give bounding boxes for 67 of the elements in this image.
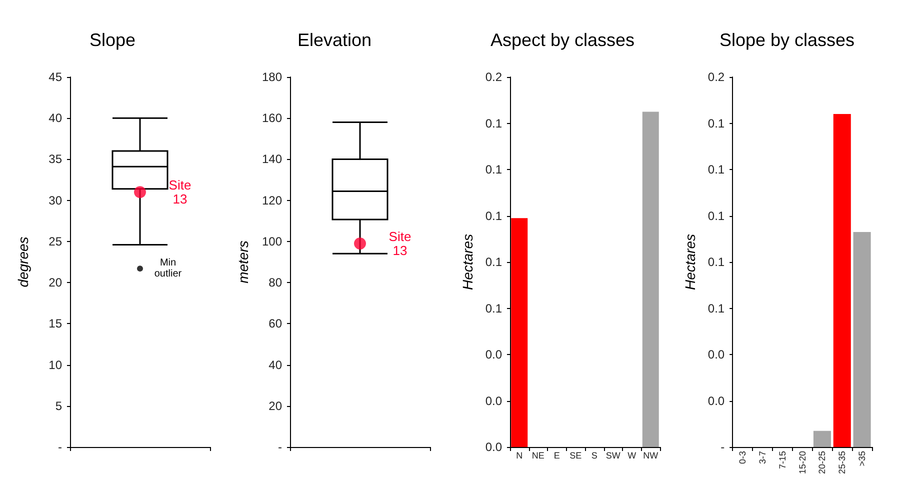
x-tick-label: SE bbox=[570, 450, 582, 460]
y-axis-title: Hectares bbox=[459, 234, 476, 290]
y-tick-label: 20 bbox=[48, 276, 62, 290]
y-tick-label: 120 bbox=[262, 193, 282, 208]
y-tick-label: 180 bbox=[262, 70, 282, 84]
chart-title: Elevation bbox=[297, 30, 372, 50]
y-axis-title: meters bbox=[235, 240, 251, 284]
y-tick-label: 0.0 bbox=[708, 348, 725, 362]
x-tick-label: N bbox=[516, 450, 523, 460]
annotation: Min outlier bbox=[154, 258, 182, 280]
y-tick-label: 160 bbox=[262, 111, 282, 126]
y-axis-title: Hectares bbox=[682, 234, 698, 290]
y-tick-label: 0.1 bbox=[708, 301, 725, 316]
x-tick-label: 0-3 bbox=[738, 451, 748, 464]
x-tick-label: 3-7 bbox=[757, 451, 768, 464]
y-tick-label: 80 bbox=[268, 276, 282, 290]
x-tick-label: 25-35 bbox=[837, 451, 848, 474]
annotation: Site 13 bbox=[388, 229, 412, 258]
x-tick-label: SW bbox=[606, 450, 621, 460]
y-tick-label: 25 bbox=[48, 234, 62, 248]
chart-title: Aspect by classes bbox=[490, 30, 635, 50]
y-tick-label: 5 bbox=[55, 398, 62, 413]
y-tick-label: 0.0 bbox=[485, 348, 502, 362]
y-tick-label: - bbox=[720, 440, 725, 454]
y-tick-label: 0.1 bbox=[708, 208, 725, 223]
x-tick-label: 20-25 bbox=[817, 451, 828, 474]
y-tick-label: 0.1 bbox=[485, 301, 502, 316]
y-tick-label: 30 bbox=[48, 193, 62, 208]
y-tick-label: 140 bbox=[262, 152, 282, 166]
y-tick-label: 15 bbox=[48, 316, 62, 331]
y-tick-label: 0.2 bbox=[708, 70, 725, 84]
chart-title: Slope by classes bbox=[719, 30, 855, 50]
y-tick-label: - bbox=[58, 440, 62, 454]
x-tick-label: 15-20 bbox=[797, 451, 808, 474]
y-tick-label: 0.1 bbox=[485, 162, 502, 176]
x-tick-label: NW bbox=[643, 450, 659, 460]
y-tick-label: 100 bbox=[262, 234, 282, 248]
y-tick-label: 40 bbox=[48, 111, 62, 126]
y-tick-label: 0.1 bbox=[485, 208, 502, 223]
x-tick-label: E bbox=[554, 450, 560, 460]
annotation: Site 13 bbox=[168, 178, 192, 207]
y-tick-label: 0.2 bbox=[485, 70, 502, 84]
bar bbox=[853, 232, 871, 447]
y-tick-label: 0.1 bbox=[708, 162, 725, 176]
x-tick-label: W bbox=[628, 450, 637, 460]
y-tick-label: 0.1 bbox=[485, 255, 502, 269]
chart-title: Slope bbox=[89, 30, 136, 50]
y-axis-title: degrees bbox=[15, 236, 31, 288]
y-tick-label: 45 bbox=[48, 70, 62, 84]
x-tick-label: >35 bbox=[857, 451, 868, 466]
x-tick-label: S bbox=[591, 450, 598, 460]
y-tick-label: 60 bbox=[268, 316, 282, 331]
x-tick-label: NE bbox=[532, 450, 544, 460]
x-tick-label: 7-15 bbox=[777, 451, 788, 470]
y-tick-label: 40 bbox=[268, 358, 282, 372]
y-tick-label: 0.0 bbox=[708, 394, 725, 408]
y-tick-label: 0.0 bbox=[485, 394, 502, 408]
y-tick-label: 35 bbox=[48, 152, 62, 166]
y-tick-label: 0.1 bbox=[485, 116, 502, 130]
y-tick-label: 10 bbox=[48, 358, 62, 372]
y-tick-label: 0.1 bbox=[708, 116, 725, 130]
bar bbox=[813, 430, 831, 447]
y-tick-label: 0.1 bbox=[708, 255, 725, 269]
y-tick-label: 20 bbox=[268, 398, 282, 413]
y-tick-label: 0.0 bbox=[485, 440, 502, 454]
y-tick-label: - bbox=[278, 440, 282, 454]
bar bbox=[833, 114, 851, 447]
